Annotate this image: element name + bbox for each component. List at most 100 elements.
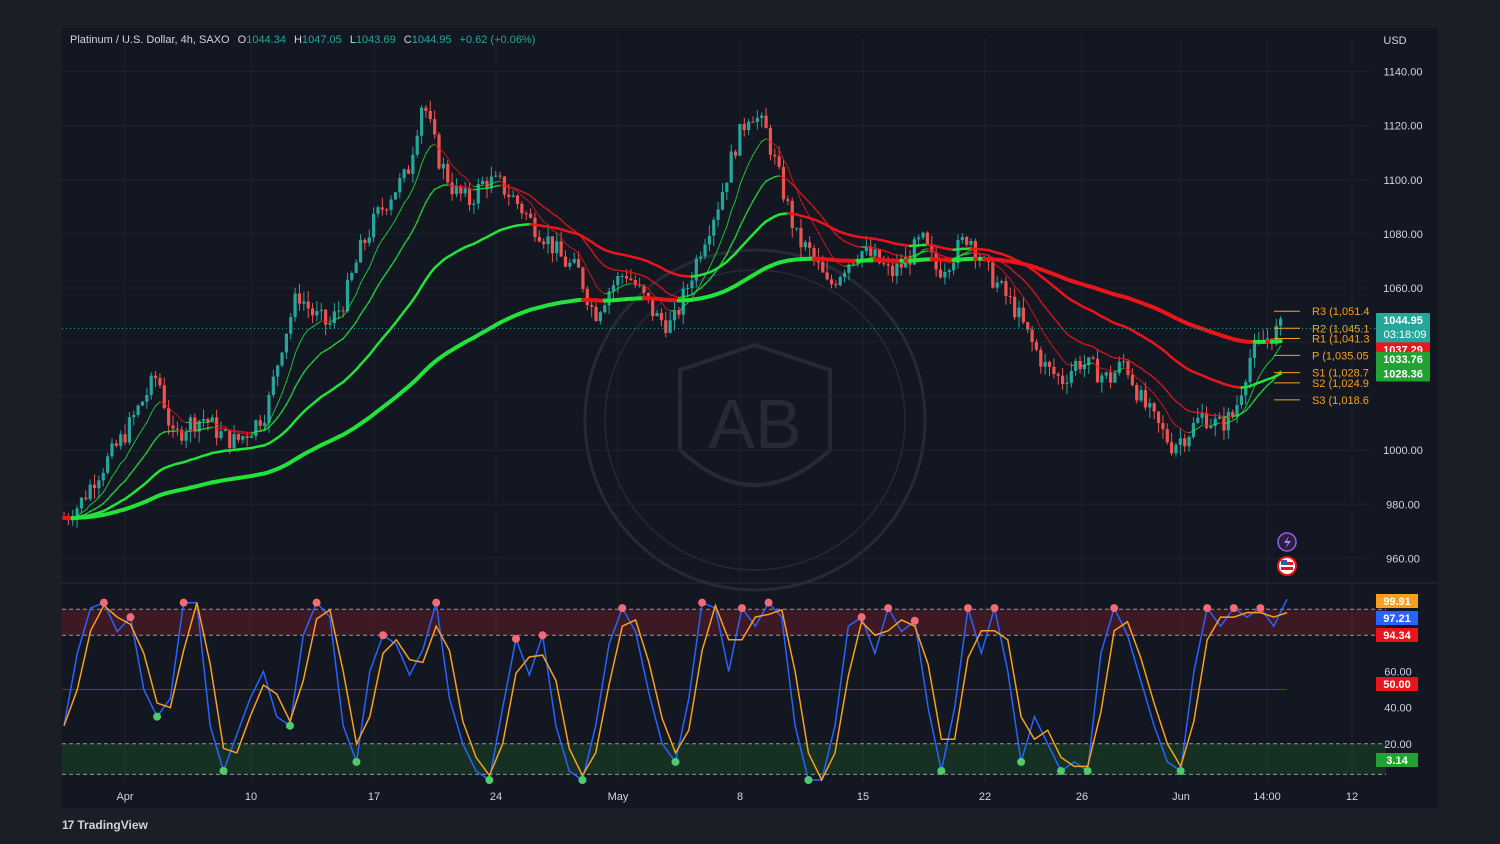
ema-segment	[464, 185, 471, 190]
ema-segment	[1083, 363, 1090, 366]
ema-segment	[852, 263, 859, 266]
candle-body	[162, 385, 166, 409]
ema-segment	[608, 267, 615, 271]
candle-body	[446, 163, 450, 183]
candle-body	[1135, 384, 1139, 401]
cross-up-dot	[1017, 757, 1026, 766]
candle-body	[1122, 361, 1126, 363]
ema-segment	[883, 249, 889, 253]
candle-body	[437, 134, 441, 169]
candle-body	[742, 123, 746, 131]
ema-segment	[835, 233, 841, 239]
cross-up-dot	[578, 776, 587, 784]
ema-segment	[848, 242, 855, 246]
ema-segment	[342, 332, 349, 340]
ema-segment	[1044, 334, 1051, 343]
ema-segment	[434, 143, 440, 150]
time-axis[interactable]: Apr 10 17 24 May 8 15 22 26 Jun 14:00 12	[116, 791, 1358, 803]
cross-down-dot	[99, 598, 108, 607]
candle-body	[1021, 307, 1025, 323]
ema-segment	[730, 236, 737, 246]
oversold-zone	[62, 743, 1386, 775]
candle-body	[1030, 329, 1034, 343]
ema-segment	[329, 319, 335, 323]
candle-body	[603, 305, 607, 313]
candle-body	[773, 154, 777, 157]
candle-body	[524, 213, 528, 215]
us-flag-icon[interactable]	[1277, 556, 1297, 576]
ema-segment	[111, 489, 118, 495]
ema-segment	[817, 211, 824, 219]
candle-body	[245, 436, 249, 438]
ema-segment	[604, 292, 610, 295]
cross-up-dot	[153, 712, 162, 721]
candle-body	[489, 176, 493, 189]
ema-segment	[874, 247, 881, 251]
ema-segment	[499, 180, 505, 185]
osc-tick-label: 60.00	[1384, 666, 1412, 678]
candle-body	[310, 308, 315, 316]
ema-segment	[1188, 430, 1194, 434]
candle-body	[1222, 416, 1226, 431]
ema-segment	[665, 291, 671, 296]
ema-segment	[787, 179, 793, 186]
candle-body	[1052, 366, 1056, 374]
candle-body	[1039, 349, 1043, 367]
ema-segment	[1018, 274, 1025, 281]
candle-body	[1013, 296, 1017, 318]
candle-body	[1078, 360, 1082, 370]
ema-segment	[747, 200, 754, 210]
candle-body	[690, 280, 694, 288]
ema-segment	[198, 421, 205, 424]
ema-segment	[394, 251, 401, 260]
candle-body	[638, 285, 642, 287]
ema-segment	[294, 378, 301, 388]
candle-body	[1017, 307, 1021, 318]
ema-segment	[1201, 411, 1208, 415]
cross-down-dot	[910, 616, 919, 625]
candle-body	[132, 414, 136, 418]
candle-body	[620, 275, 624, 277]
ema-segment	[495, 180, 501, 183]
ema-segment	[146, 444, 152, 454]
candle-body	[598, 312, 602, 321]
ema-segment	[1014, 286, 1020, 292]
cross-down-dot	[884, 604, 893, 613]
ema-segment	[1271, 352, 1277, 361]
candle-body	[1152, 403, 1156, 412]
candle-body	[306, 301, 310, 309]
cross-up-dot	[804, 776, 813, 784]
ema-segment	[1044, 306, 1051, 314]
ema-segment	[111, 470, 117, 478]
x-tick-label: Jun	[1172, 791, 1190, 803]
ema-segment	[390, 258, 397, 267]
cross-down-dot	[538, 631, 547, 640]
tradingview-brand[interactable]: 17 TradingView	[62, 818, 148, 832]
ema-segment	[656, 283, 663, 289]
ema-segment	[813, 206, 820, 214]
ema-segment	[159, 431, 166, 436]
cross-up-dot	[1057, 766, 1066, 775]
candle-body	[402, 169, 406, 179]
candle-body	[341, 310, 345, 312]
candle-body	[733, 151, 738, 156]
ema-segment	[298, 371, 305, 381]
ema-segment	[804, 197, 811, 204]
candle-body	[1239, 395, 1243, 406]
ema-segment	[1109, 355, 1116, 359]
ema-segment	[931, 250, 937, 254]
lightning-icon[interactable]	[1277, 532, 1297, 552]
ema-segment	[560, 236, 566, 244]
candle-body	[459, 186, 463, 194]
ema-segment	[529, 195, 536, 201]
cross-down-dot	[764, 598, 773, 607]
ema-segment	[333, 340, 340, 346]
candle-body	[498, 175, 502, 177]
price-axis[interactable]: 1140.00 1120.00 1100.00 1080.00 1060.00 1000.…	[1383, 67, 1423, 751]
ema-segment	[237, 432, 244, 435]
ema-segment	[582, 259, 588, 270]
x-tick-label: 22	[979, 791, 991, 803]
candle-body	[372, 213, 376, 238]
ema-segment	[765, 138, 771, 143]
